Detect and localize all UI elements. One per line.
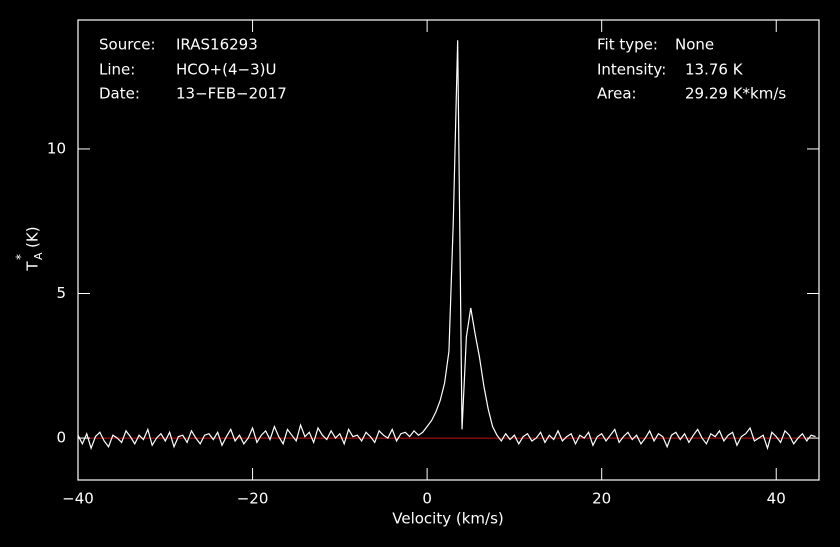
y-tick-label: 5 xyxy=(56,284,66,302)
plot-frame xyxy=(77,19,820,481)
info-label: Source: xyxy=(99,36,156,54)
x-tick-label: −20 xyxy=(237,490,269,508)
info-label: Area: xyxy=(597,85,637,103)
y-label-sub: A xyxy=(32,252,45,260)
x-axis-label: Velocity (km/s) xyxy=(392,510,503,528)
x-tick-label: −40 xyxy=(62,490,94,508)
info-value: None xyxy=(675,36,714,54)
y-axis-label: T * A (K) xyxy=(14,226,46,271)
x-tick-label: 40 xyxy=(767,490,786,508)
info-label: Intensity: xyxy=(597,61,666,79)
info-label: Date: xyxy=(99,85,140,103)
info-value: 29.29 K*km/s xyxy=(685,85,786,103)
x-tick-label: 20 xyxy=(592,490,611,508)
info-value: IRAS16293 xyxy=(176,36,258,54)
info-value: HCO+(4−3)U xyxy=(176,61,276,79)
info-value: 13−FEB−2017 xyxy=(176,85,287,103)
y-label-base: T xyxy=(24,261,42,272)
info-label: Line: xyxy=(99,61,135,79)
y-tick-label: 0 xyxy=(56,429,66,447)
y-label-unit: (K) xyxy=(24,226,42,248)
y-label-sup: * xyxy=(14,254,28,260)
info-value: 13.76 K xyxy=(685,61,744,79)
info-label: Fit type: xyxy=(597,36,658,54)
y-tick-label: 10 xyxy=(47,139,66,157)
x-tick-label: 0 xyxy=(422,490,432,508)
spectrum-line xyxy=(77,40,816,451)
